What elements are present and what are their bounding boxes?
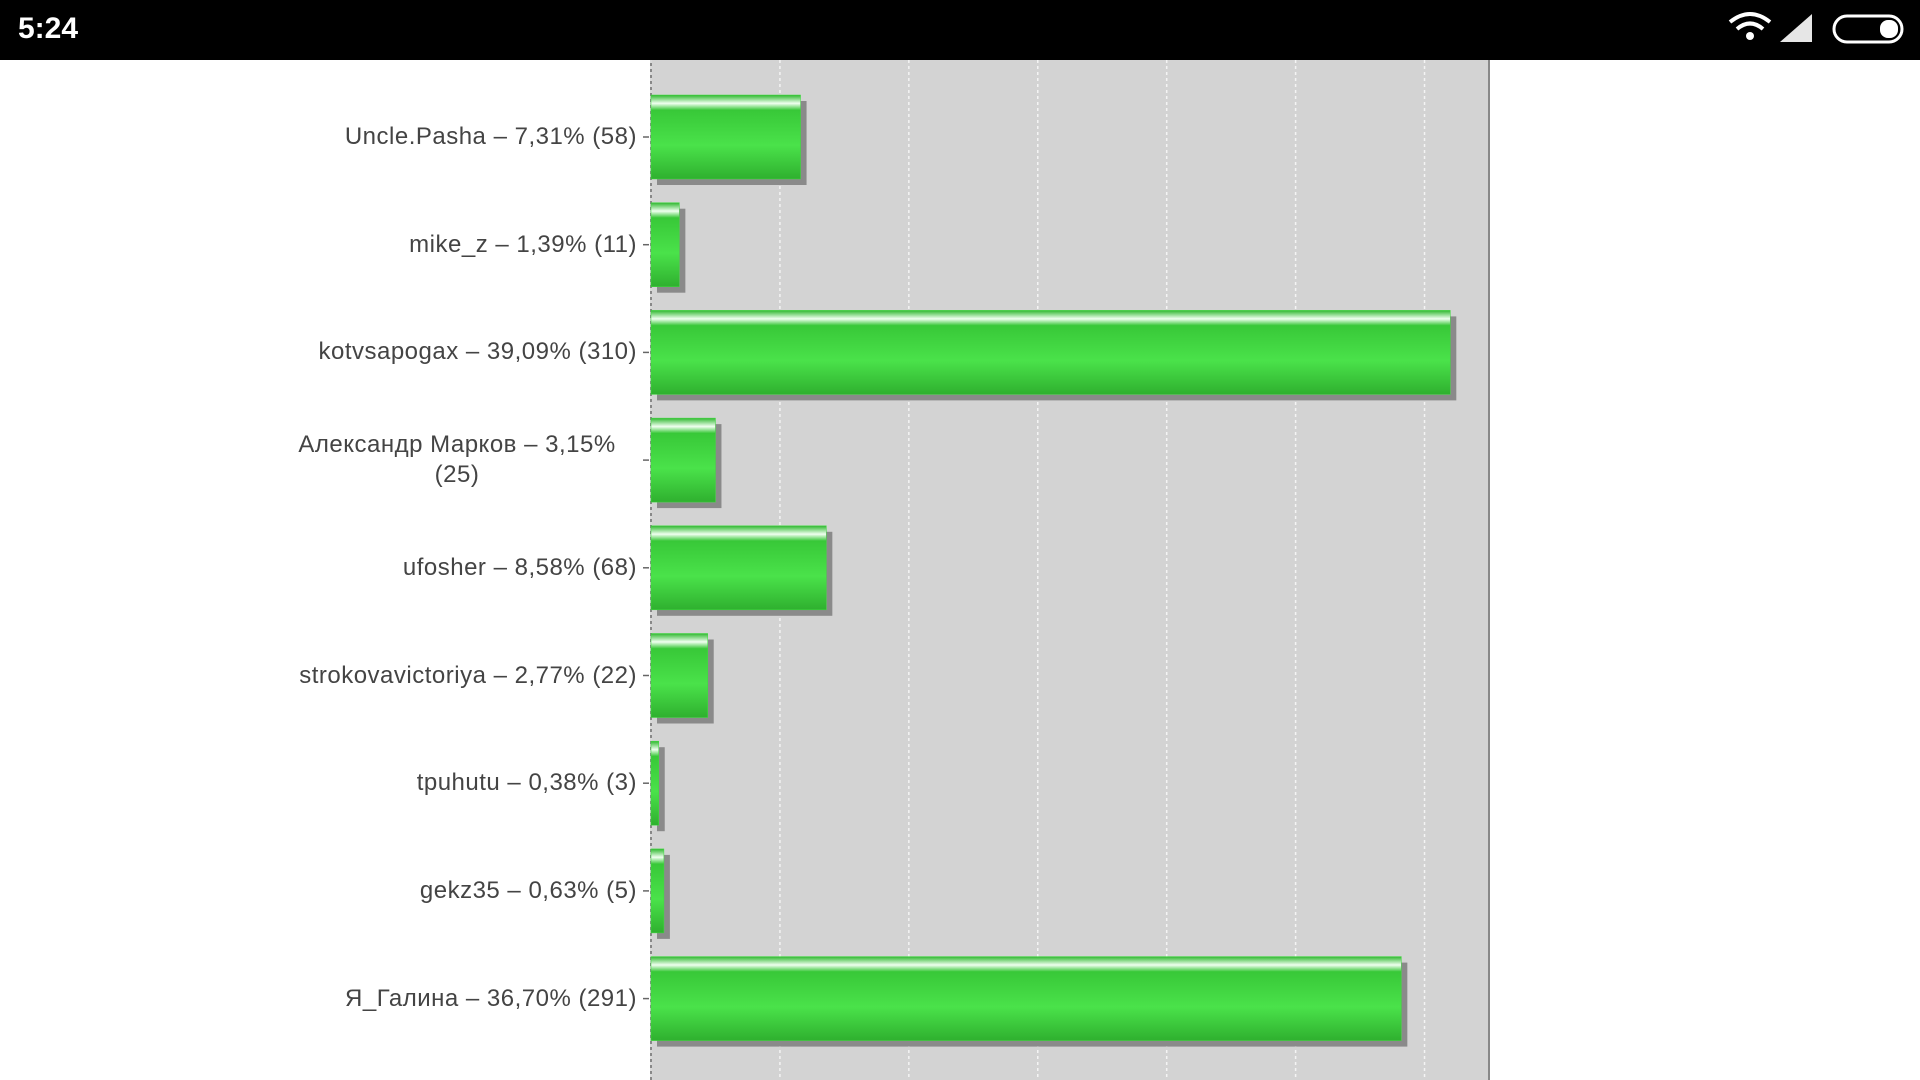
bar: [650, 633, 708, 718]
clock: 5:24: [18, 12, 79, 45]
bar-shadow: [657, 747, 665, 832]
status-bar: 5:24: [0, 0, 1920, 60]
bar: [650, 525, 827, 611]
status-icons: [1728, 12, 1904, 44]
category-label: Я_Галина – 36,70% (291): [345, 984, 637, 1012]
category-label: gekz35 – 0,63% (5): [419, 876, 637, 904]
category-label: Александр Марков – 3,15% (25): [298, 431, 616, 489]
bar: [650, 848, 665, 934]
category-label: strokovavictoriya – 2,77% (22): [299, 661, 637, 689]
category-label: Uncle.Pasha – 7,31% (58): [344, 123, 637, 150]
category-label: kotvsapogax – 39,09% (310): [318, 338, 637, 366]
category-label: mike_z – 1,39% (11): [409, 230, 637, 258]
bar: [650, 202, 680, 287]
bar: [650, 956, 1402, 1041]
bar: [650, 740, 659, 826]
bar: [650, 310, 1451, 395]
category-label: tpuhutu – 0,38% (3): [416, 769, 637, 797]
bar: [650, 417, 716, 503]
bar: [650, 94, 801, 180]
category-label: ufosher – 8,58% (68): [402, 553, 637, 581]
